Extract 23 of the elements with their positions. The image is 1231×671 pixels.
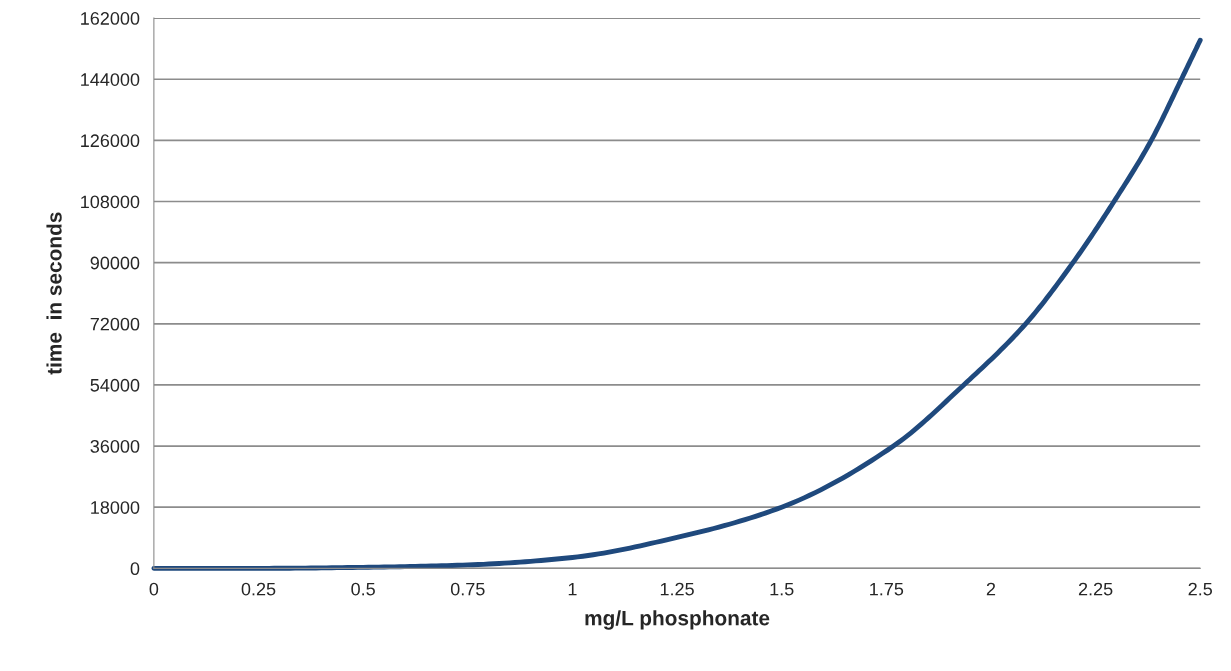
x-tick-label: 2	[986, 582, 996, 596]
y-tick-label: 108000	[81, 195, 140, 209]
y-tick-label: 72000	[90, 317, 140, 331]
x-tick-label: 0.75	[450, 582, 485, 596]
x-tick-label: 0.5	[351, 582, 375, 596]
y-tick-label: 162000	[81, 12, 140, 25]
y-axis-title: time in seconds	[46, 212, 62, 375]
x-tick-label: 1.25	[660, 582, 694, 596]
x-tick-label: 0.25	[241, 582, 276, 596]
x-axis-title: mg/L phosphonate	[585, 610, 770, 630]
x-tick-label: 1.75	[870, 582, 904, 596]
y-tick-label: 36000	[90, 440, 140, 453]
x-tick-label: 0	[149, 582, 159, 596]
x-tick-label: 1	[568, 582, 577, 596]
x-tick-label: 2.5	[1188, 582, 1213, 596]
y-tick-label: 90000	[90, 256, 140, 270]
y-tick-label: 144000	[81, 73, 140, 86]
y-tick-label: 54000	[90, 378, 140, 392]
y-tick-label: 126000	[81, 134, 140, 148]
x-tick-label: 2.25	[1078, 582, 1113, 596]
y-tick-label: 0	[130, 562, 140, 576]
y-tick-label: 18000	[91, 501, 140, 514]
x-tick-label: 1.5	[770, 582, 794, 596]
